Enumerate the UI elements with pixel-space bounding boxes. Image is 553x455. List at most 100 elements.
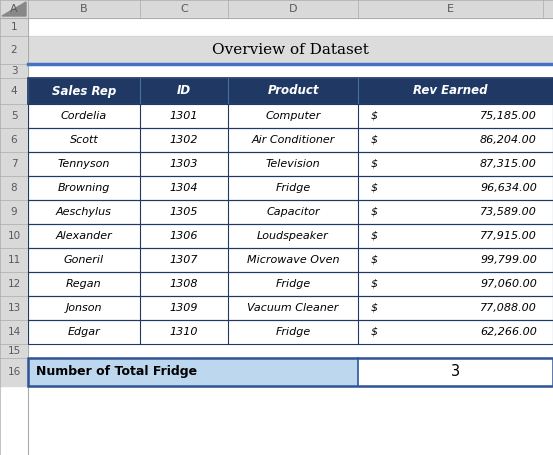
Bar bbox=[0, 272, 28, 296]
Text: Television: Television bbox=[265, 159, 320, 169]
Text: 1308: 1308 bbox=[170, 279, 198, 289]
Text: 1302: 1302 bbox=[170, 135, 198, 145]
Text: ID: ID bbox=[177, 85, 191, 97]
Bar bbox=[28, 104, 553, 128]
Text: Jonson: Jonson bbox=[66, 303, 102, 313]
Text: $: $ bbox=[371, 111, 378, 121]
Bar bbox=[0, 248, 28, 272]
Text: A: A bbox=[10, 4, 18, 14]
Text: Fridge: Fridge bbox=[275, 279, 311, 289]
Text: 3: 3 bbox=[11, 66, 17, 76]
Bar bbox=[28, 248, 553, 272]
Text: Fridge: Fridge bbox=[275, 327, 311, 337]
Bar bbox=[0, 224, 28, 248]
Text: 12: 12 bbox=[7, 279, 20, 289]
Text: E: E bbox=[447, 4, 454, 14]
Bar bbox=[0, 64, 28, 78]
Bar bbox=[358, 358, 553, 386]
Text: 1309: 1309 bbox=[170, 303, 198, 313]
Text: 15: 15 bbox=[7, 346, 20, 356]
Text: 96,634.00: 96,634.00 bbox=[480, 183, 537, 193]
Bar bbox=[28, 224, 553, 248]
Text: 75,185.00: 75,185.00 bbox=[480, 111, 537, 121]
Bar bbox=[28, 104, 553, 128]
Bar bbox=[28, 296, 553, 320]
Text: $: $ bbox=[371, 255, 378, 265]
Bar bbox=[28, 248, 553, 272]
Bar bbox=[28, 358, 553, 386]
Text: Capacitor: Capacitor bbox=[266, 207, 320, 217]
Bar bbox=[0, 18, 28, 36]
Bar bbox=[0, 36, 28, 64]
Text: Fridge: Fridge bbox=[275, 183, 311, 193]
Text: 10: 10 bbox=[7, 231, 20, 241]
Bar bbox=[28, 358, 553, 386]
Bar bbox=[0, 78, 28, 104]
Text: 7: 7 bbox=[11, 159, 17, 169]
Text: 2: 2 bbox=[11, 45, 17, 55]
Bar bbox=[28, 176, 553, 200]
Text: 13: 13 bbox=[7, 303, 20, 313]
Bar bbox=[28, 176, 553, 200]
Text: Rev Earned: Rev Earned bbox=[413, 85, 488, 97]
Polygon shape bbox=[2, 2, 26, 16]
Bar bbox=[0, 296, 28, 320]
Text: 1303: 1303 bbox=[170, 159, 198, 169]
Text: Aeschylus: Aeschylus bbox=[56, 207, 112, 217]
Text: 86,204.00: 86,204.00 bbox=[480, 135, 537, 145]
Text: 77,915.00: 77,915.00 bbox=[480, 231, 537, 241]
Text: 1301: 1301 bbox=[170, 111, 198, 121]
Text: Vacuum Cleaner: Vacuum Cleaner bbox=[247, 303, 338, 313]
Text: 1305: 1305 bbox=[170, 207, 198, 217]
Bar bbox=[28, 128, 553, 152]
Bar bbox=[0, 0, 553, 18]
Text: 16: 16 bbox=[7, 367, 20, 377]
Text: B: B bbox=[80, 4, 88, 14]
Text: 1304: 1304 bbox=[170, 183, 198, 193]
Text: 11: 11 bbox=[7, 255, 20, 265]
Text: Air Conditioner: Air Conditioner bbox=[251, 135, 335, 145]
Bar bbox=[0, 104, 28, 128]
Bar bbox=[0, 128, 28, 152]
Text: Sales Rep: Sales Rep bbox=[52, 85, 116, 97]
Bar bbox=[0, 358, 28, 386]
Text: 77,088.00: 77,088.00 bbox=[480, 303, 537, 313]
Text: 87,315.00: 87,315.00 bbox=[480, 159, 537, 169]
Text: $: $ bbox=[371, 231, 378, 241]
Text: 4: 4 bbox=[11, 86, 17, 96]
Bar bbox=[28, 320, 553, 344]
Text: $: $ bbox=[371, 303, 378, 313]
Text: C: C bbox=[180, 4, 188, 14]
Text: 1307: 1307 bbox=[170, 255, 198, 265]
Text: Regan: Regan bbox=[66, 279, 102, 289]
Text: 1: 1 bbox=[11, 22, 17, 32]
Text: Loudspeaker: Loudspeaker bbox=[257, 231, 329, 241]
Bar bbox=[28, 200, 553, 224]
Text: 6: 6 bbox=[11, 135, 17, 145]
Text: Microwave Oven: Microwave Oven bbox=[247, 255, 339, 265]
Bar bbox=[28, 36, 553, 64]
Text: 1310: 1310 bbox=[170, 327, 198, 337]
Text: $: $ bbox=[371, 159, 378, 169]
Text: 5: 5 bbox=[11, 111, 17, 121]
Bar bbox=[0, 344, 28, 358]
Text: 1306: 1306 bbox=[170, 231, 198, 241]
Text: 3: 3 bbox=[451, 364, 460, 379]
Bar bbox=[0, 200, 28, 224]
Bar bbox=[28, 320, 553, 344]
Bar bbox=[28, 200, 553, 224]
Text: $: $ bbox=[371, 135, 378, 145]
Bar bbox=[28, 128, 553, 152]
Bar bbox=[28, 152, 553, 176]
Bar bbox=[0, 176, 28, 200]
Text: Tennyson: Tennyson bbox=[58, 159, 110, 169]
Text: 99,799.00: 99,799.00 bbox=[480, 255, 537, 265]
Text: Product: Product bbox=[267, 85, 319, 97]
Text: Scott: Scott bbox=[70, 135, 98, 145]
Text: 97,060.00: 97,060.00 bbox=[480, 279, 537, 289]
Bar bbox=[28, 272, 553, 296]
Text: Overview of Dataset: Overview of Dataset bbox=[212, 43, 369, 57]
Bar bbox=[28, 272, 553, 296]
Text: Computer: Computer bbox=[265, 111, 321, 121]
Bar bbox=[28, 78, 553, 104]
